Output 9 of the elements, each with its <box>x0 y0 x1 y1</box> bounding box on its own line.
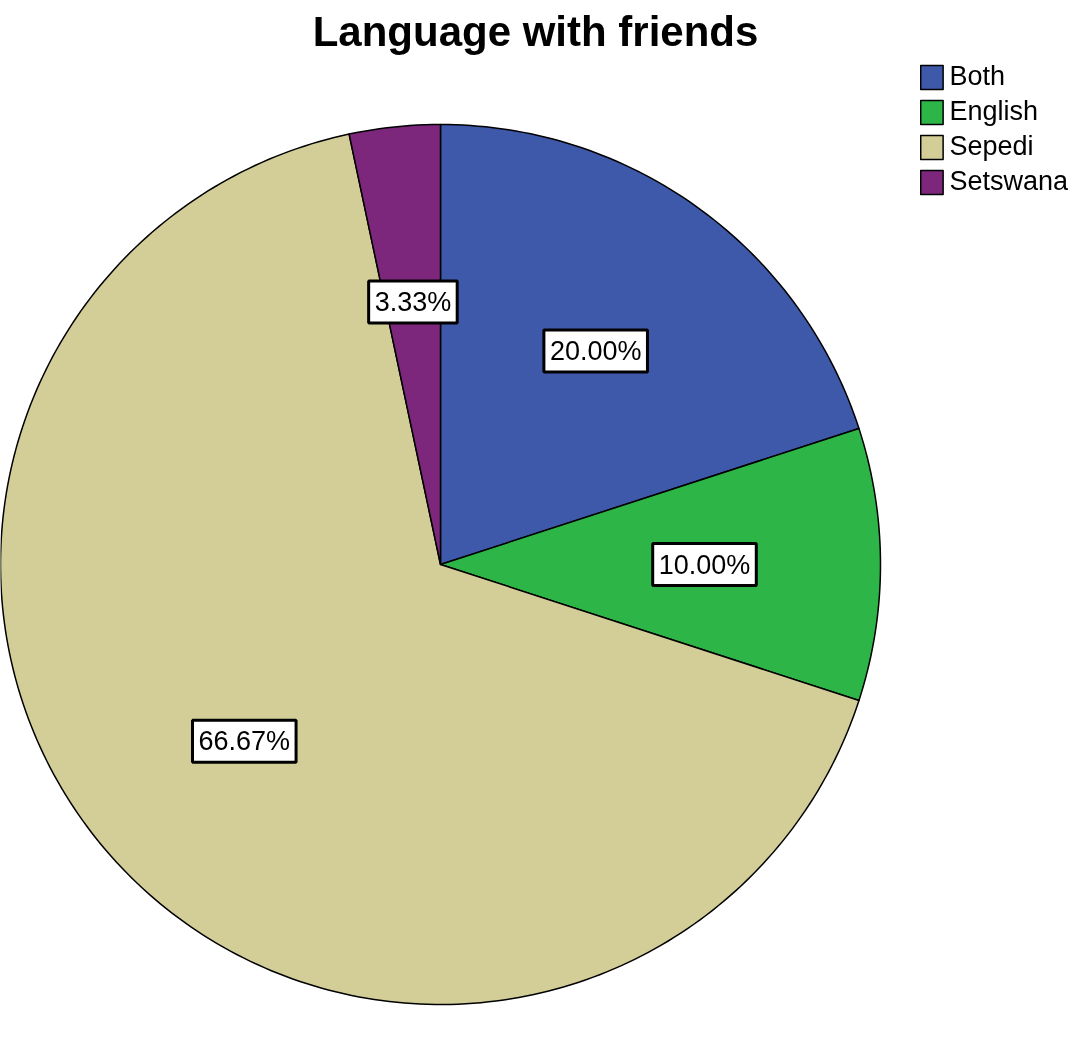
data-label: 66.67% <box>198 726 291 757</box>
data-label: 20.00% <box>549 335 642 366</box>
legend-label: Both <box>949 61 1005 92</box>
legend-label: Sepedi <box>949 131 1034 162</box>
data-label: 3.33% <box>374 286 452 317</box>
data-label: 10.00% <box>658 549 751 580</box>
legend-label: English <box>949 96 1038 127</box>
chart-title: Language with friends <box>312 7 759 55</box>
legend-label: Setswana <box>949 166 1068 197</box>
